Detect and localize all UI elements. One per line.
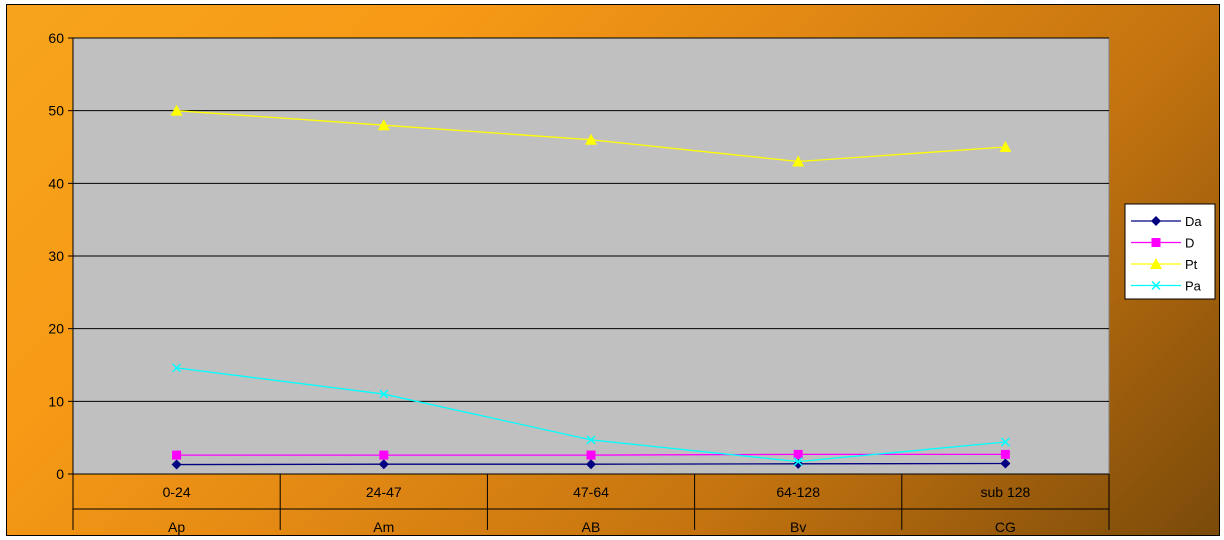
y-tick-label: 0 bbox=[56, 466, 64, 482]
data-point bbox=[172, 363, 182, 373]
legend-swatch-marker bbox=[1151, 280, 1161, 291]
legend-label: D bbox=[1185, 236, 1194, 251]
data-point bbox=[586, 459, 596, 470]
y-tick-label: 40 bbox=[48, 175, 64, 191]
data-point bbox=[377, 119, 390, 131]
x-tick-label: 0-24 bbox=[163, 484, 191, 500]
data-point bbox=[379, 450, 389, 460]
data-point bbox=[999, 141, 1012, 152]
marker-stroke bbox=[1151, 280, 1161, 291]
data-point bbox=[586, 450, 596, 460]
series-da bbox=[171, 458, 1011, 470]
data-point bbox=[170, 104, 183, 116]
y-tick-label: 50 bbox=[48, 103, 64, 119]
x-group-label: CG bbox=[995, 519, 1016, 535]
marker-stroke bbox=[1000, 437, 1010, 447]
y-tick-label: 30 bbox=[48, 248, 64, 264]
legend-entry: D bbox=[1131, 236, 1194, 251]
legend-label: Da bbox=[1185, 214, 1202, 229]
data-point bbox=[793, 457, 803, 467]
data-point bbox=[793, 449, 803, 459]
legend bbox=[1124, 203, 1216, 300]
data-point bbox=[586, 435, 596, 445]
x-group-label: Bv bbox=[790, 519, 806, 535]
legend-entry: Da bbox=[1131, 214, 1202, 229]
x-group-label: Ap bbox=[168, 519, 185, 535]
marker-stroke bbox=[586, 435, 596, 445]
y-tick-label: 10 bbox=[48, 393, 64, 409]
chart-frame: 0 10 20 30 40 50 60 0-24 24-47 47-64 64-128 sub 128… bbox=[6, 4, 1220, 536]
data-point bbox=[1000, 437, 1010, 447]
legend-swatch-marker bbox=[1151, 216, 1161, 226]
series-pt bbox=[170, 104, 1012, 167]
series-pa bbox=[172, 363, 1010, 467]
marker-stroke bbox=[379, 389, 389, 399]
marker-stroke bbox=[172, 363, 182, 373]
x-tick-label: 47-64 bbox=[573, 484, 609, 500]
y-tick-label: 20 bbox=[48, 321, 64, 337]
data-point bbox=[1000, 458, 1011, 469]
data-point bbox=[585, 133, 597, 145]
x-group-label: Am bbox=[373, 519, 394, 535]
marker-stroke bbox=[793, 457, 803, 467]
legend-label: Pt bbox=[1185, 257, 1198, 272]
legend-swatch-marker bbox=[1150, 258, 1162, 269]
y-tick-label: 60 bbox=[48, 30, 64, 46]
series-d bbox=[172, 449, 1010, 460]
legend-entry: Pt bbox=[1131, 257, 1198, 272]
x-group-label: AB bbox=[582, 519, 601, 535]
x-tick-label: sub 128 bbox=[980, 484, 1030, 500]
data-point bbox=[171, 459, 182, 470]
data-point bbox=[792, 155, 805, 167]
data-point bbox=[378, 459, 389, 470]
legend-entry: Pa bbox=[1131, 279, 1202, 294]
data-point bbox=[172, 450, 182, 460]
x-tick-label: 24-47 bbox=[366, 484, 402, 500]
legend-swatch-marker bbox=[1151, 238, 1161, 247]
x-tick-label: 64-128 bbox=[776, 484, 820, 500]
data-point bbox=[379, 389, 389, 399]
line-chart: 0 10 20 30 40 50 60 0-24 24-47 47-64 64-128 sub 128… bbox=[48, 30, 1216, 535]
legend-label: Pa bbox=[1185, 279, 1202, 294]
data-point bbox=[1000, 449, 1010, 459]
